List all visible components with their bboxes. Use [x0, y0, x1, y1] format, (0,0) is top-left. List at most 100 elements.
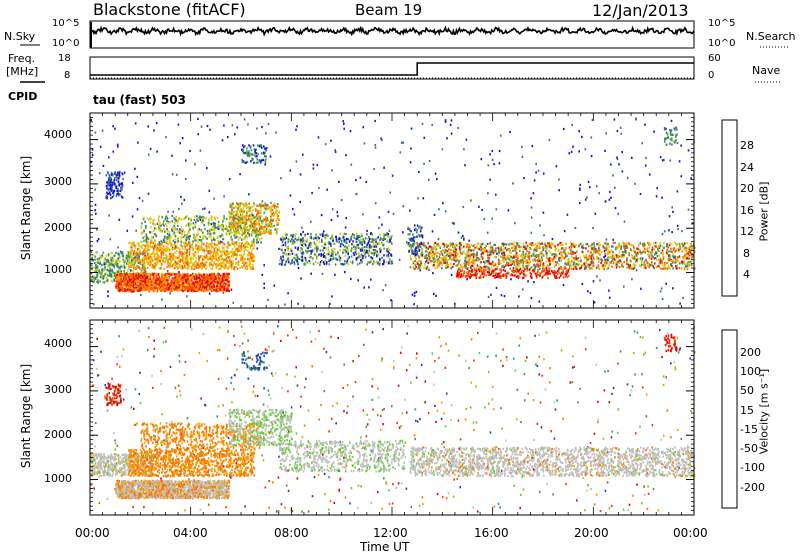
power-panel-scatter-cell [97, 259, 99, 262]
power-panel-scatter-cell [530, 231, 533, 234]
power-panel-scatter-cell [134, 282, 136, 285]
power-panel-scatter-cell [144, 272, 146, 275]
power-panel-scatter-cell [104, 257, 107, 260]
power-panel-scatter-cell [195, 281, 198, 284]
power-panel-scatter-cell [291, 261, 293, 264]
power-panel-scatter-cell [428, 268, 430, 272]
power-panel-scatter-cell [215, 246, 217, 249]
power-panel-scatter-cell [106, 191, 108, 194]
power-panel-scatter-cell [261, 200, 264, 203]
power-panel-scatter-cell [138, 285, 140, 288]
power-panel-scatter-cell [120, 270, 122, 273]
power-panel-scatter-cell [160, 289, 163, 293]
power-panel-scatter-cell [296, 259, 299, 262]
power-panel-scatter-cell [212, 265, 214, 268]
power-panel-scatter-cell [616, 156, 618, 159]
power-panel-scatter-cell [353, 234, 355, 237]
power-panel-scatter-cell [113, 189, 116, 192]
power-panel-scatter-cell [96, 240, 99, 243]
power-panel-scatter-cell [172, 210, 175, 213]
power-panel-scatter-cell [368, 254, 370, 257]
power-panel-scatter-cell [173, 217, 175, 220]
power-panel-scatter-cell [562, 284, 565, 287]
power-panel-scatter-cell [315, 242, 317, 246]
power-panel-scatter-cell [109, 269, 111, 272]
power-panel-scatter-cell [311, 256, 313, 259]
power-panel-scatter-cell [235, 243, 238, 246]
power-panel-scatter-cell [620, 132, 623, 135]
power-panel-scatter-cell [153, 244, 156, 247]
power-panel-scatter-cell [260, 225, 262, 229]
power-panel-scatter-cell [246, 210, 248, 213]
power-panel-scatter-cell [284, 244, 287, 247]
power-panel-scatter-cell [343, 232, 346, 235]
power-panel-scatter-cell [136, 256, 139, 259]
power-panel-scatter-cell [661, 196, 663, 199]
power-panel-scatter-cell [259, 160, 261, 163]
power-panel-scatter-cell [333, 247, 336, 251]
power-panel-scatter-cell [178, 207, 180, 211]
power-panel-scatter-cell [117, 177, 120, 180]
power-panel-scatter-cell [221, 253, 223, 256]
power-panel-scatter-cell [122, 281, 125, 284]
power-panel-scatter-cell [98, 262, 101, 265]
power-panel-scatter-cell [570, 150, 573, 153]
power-panel-scatter-cell [491, 150, 494, 153]
power-panel-scatter-cell [168, 283, 171, 286]
power-panel-scatter-cell [111, 264, 114, 267]
power-panel-scatter-cell [132, 253, 135, 256]
power-panel-scatter-cell [117, 252, 120, 255]
power-panel-scatter-cell [344, 254, 347, 257]
power-panel-scatter-cell [232, 260, 234, 263]
power-panel-scatter-cell [135, 282, 138, 285]
power-panel-scatter-cell [116, 276, 119, 280]
power-panel-scatter-cell [180, 284, 182, 287]
power-panel-scatter-cell [165, 257, 167, 260]
power-panel-scatter-cell [338, 180, 340, 183]
power-panel-scatter-cell [169, 253, 171, 256]
power-panel-scatter-cell [379, 247, 382, 250]
power-panel-scatter-cell [451, 221, 454, 225]
power-panel-scatter-cell [222, 277, 225, 280]
power-panel-scatter-cell [218, 277, 220, 280]
power-panel-scatter-cell [107, 264, 109, 267]
power-panel-scatter-cell [107, 183, 109, 186]
power-panel-scatter-cell [301, 255, 303, 258]
power-panel-scatter-cell [229, 231, 232, 234]
power-panel-scatter-cell [192, 277, 194, 280]
power-panel-scatter-cell [132, 181, 134, 184]
power-panel-scatter-cell [641, 257, 644, 260]
power-panel-scatter-cell [178, 285, 181, 288]
power-panel-scatter-cell [225, 217, 228, 221]
power-panel-scatter-cell [90, 250, 93, 253]
power-panel-scatter-cell [204, 289, 207, 292]
power-panel-scatter-cell [268, 228, 271, 232]
power-panel-scatter-cell [118, 218, 121, 221]
power-panel-scatter-cell [208, 277, 211, 280]
power-panel-scatter-cell [191, 277, 193, 280]
power-panel-scatter-cell [363, 286, 365, 289]
power-panel-scatter-cell [131, 275, 134, 278]
power-panel-scatter-cell [267, 123, 270, 126]
power-panel-scatter-cell [370, 278, 372, 281]
power-panel-scatter-cell [221, 139, 224, 142]
power-panel-scatter-cell [338, 255, 341, 258]
power-panel-scatter-cell [242, 209, 244, 212]
power-panel-scatter-cell [211, 228, 213, 231]
power-panel-scatter-cell [248, 233, 251, 236]
power-panel-scatter-cell [192, 274, 194, 277]
power-panel-scatter-cell [181, 278, 184, 281]
power-panel-scatter-cell [198, 263, 200, 266]
power-panel-scatter-cell [196, 276, 198, 279]
power-panel-scatter-cell [371, 238, 374, 241]
power-panel-scatter-cell [153, 233, 156, 236]
power-panel-scatter-cell [251, 244, 253, 247]
power-panel-scatter-cell [275, 220, 277, 223]
power-panel-scatter-cell [375, 240, 377, 243]
power-panel-scatter-cell [113, 172, 116, 175]
power-panel-scatter-cell [267, 298, 269, 301]
power-panel-scatter-cell [187, 289, 189, 292]
power-panel-scatter-cell [255, 228, 258, 231]
power-panel-scatter-cell [98, 172, 101, 175]
power-panel-scatter-cell [141, 272, 144, 275]
